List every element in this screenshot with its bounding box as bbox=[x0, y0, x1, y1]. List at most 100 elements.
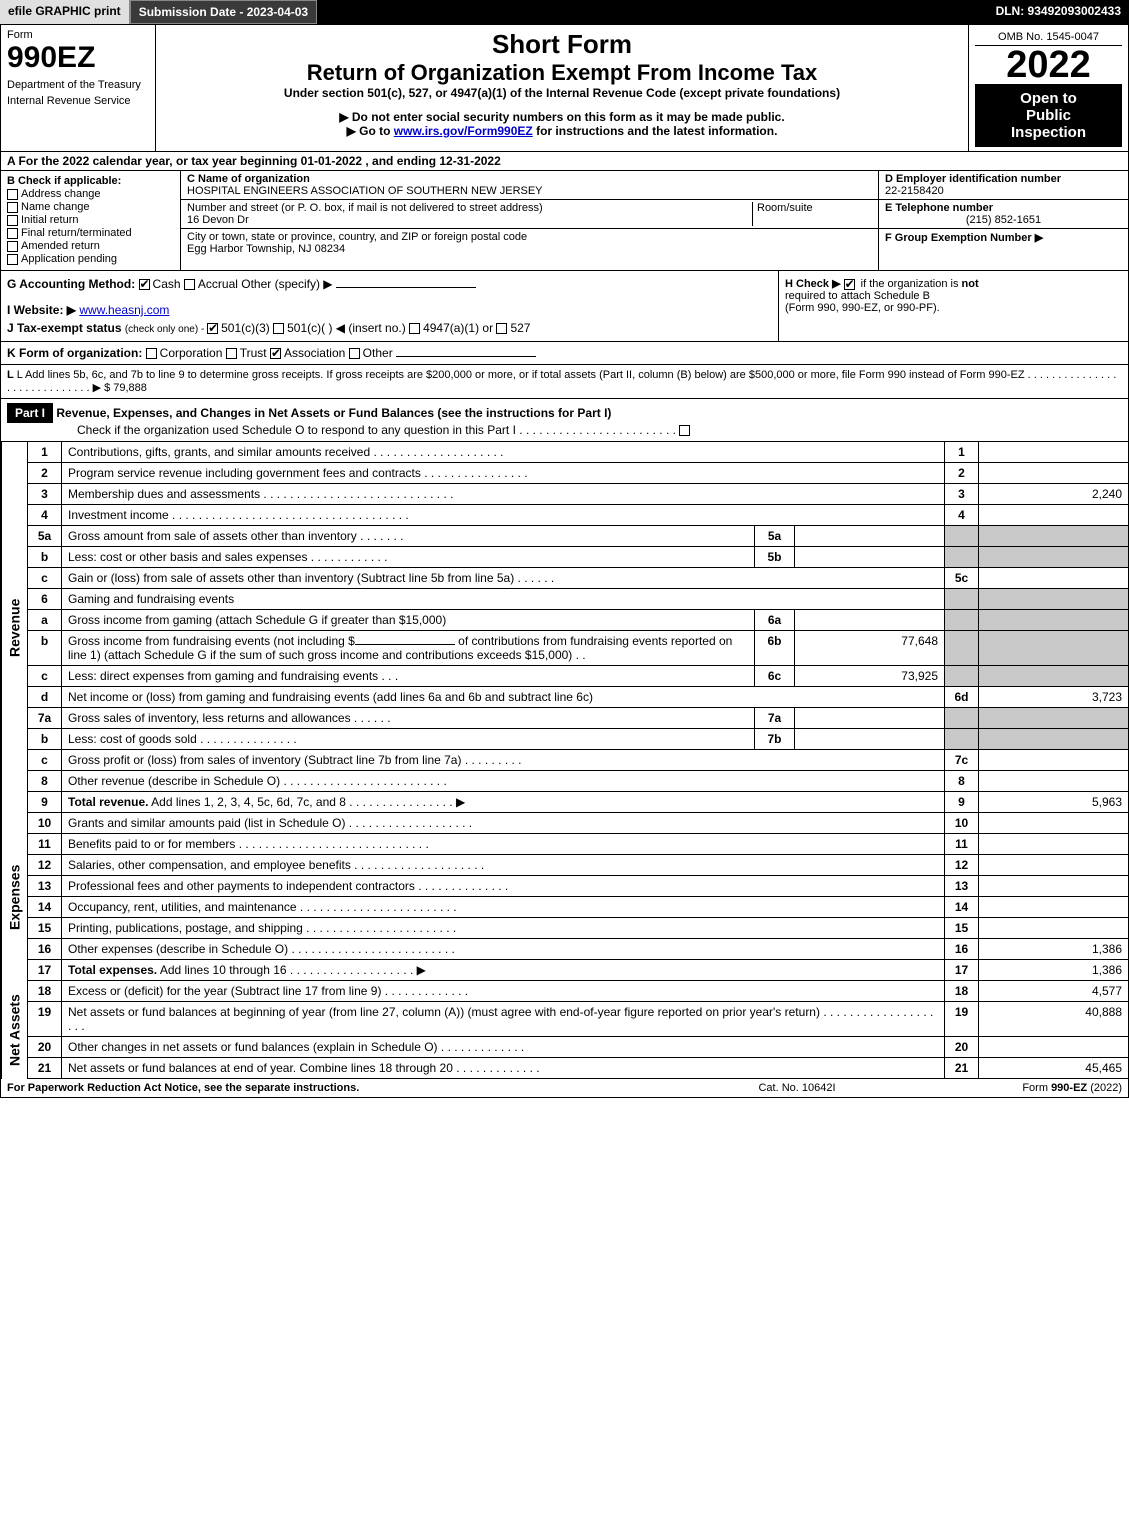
part1-title-cell: Part I Revenue, Expenses, and Changes in… bbox=[1, 399, 1128, 441]
line-16: 16Other expenses (describe in Schedule O… bbox=[28, 939, 1129, 960]
chk-cash[interactable] bbox=[139, 279, 150, 290]
chk-final-return[interactable]: Final return/terminated bbox=[7, 227, 174, 239]
line-7c: cGross profit or (loss) from sales of in… bbox=[28, 750, 1129, 771]
header-right: OMB No. 1545-0047 2022 Open to Public In… bbox=[968, 25, 1128, 151]
chk-address-change[interactable]: Address change bbox=[7, 188, 174, 200]
h-pre: H Check ▶ bbox=[785, 278, 844, 290]
footer-left: For Paperwork Reduction Act Notice, see … bbox=[7, 1082, 672, 1094]
inspect-line2: Public bbox=[981, 107, 1116, 124]
chk-name-change[interactable]: Name change bbox=[7, 201, 174, 213]
expenses-table: 10Grants and similar amounts paid (list … bbox=[27, 813, 1129, 981]
part1-label: Part I bbox=[7, 403, 53, 423]
irs-link[interactable]: www.irs.gov/Form990EZ bbox=[394, 124, 533, 138]
c-name-val: HOSPITAL ENGINEERS ASSOCIATION OF SOUTHE… bbox=[187, 185, 872, 197]
line-19: 19Net assets or fund balances at beginni… bbox=[28, 1002, 1129, 1037]
topbar-spacer bbox=[317, 0, 987, 24]
chk-amended-return[interactable]: Amended return bbox=[7, 240, 174, 252]
chk-application-pending[interactable]: Application pending bbox=[7, 253, 174, 265]
line-13: 13Professional fees and other payments t… bbox=[28, 876, 1129, 897]
g-accounting: G Accounting Method: Cash Accrual Other … bbox=[1, 271, 778, 341]
g-lbl: G Accounting Method: bbox=[7, 277, 135, 291]
chk-schedule-o-part1[interactable] bbox=[679, 425, 690, 436]
c-street-val: 16 Devon Dr bbox=[187, 214, 752, 226]
line-1: 1Contributions, gifts, grants, and simil… bbox=[28, 442, 1129, 463]
dept-irs: Internal Revenue Service bbox=[7, 95, 149, 107]
c-name-row: C Name of organization HOSPITAL ENGINEER… bbox=[181, 171, 878, 200]
inspect-line1: Open to bbox=[981, 90, 1116, 107]
chk-other-org[interactable] bbox=[349, 348, 360, 359]
line-6: 6Gaming and fundraising events bbox=[28, 589, 1129, 610]
line-7b: bLess: cost of goods sold . . . . . . . … bbox=[28, 729, 1129, 750]
line-17: 17Total expenses. Add lines 10 through 1… bbox=[28, 960, 1129, 981]
note-goto: ▶ Go to www.irs.gov/Form990EZ for instru… bbox=[162, 124, 962, 138]
note-goto-pre: ▶ Go to bbox=[347, 124, 394, 138]
i-lbl: I Website: ▶ bbox=[7, 303, 76, 317]
line-6b: bGross income from fundraising events (n… bbox=[28, 631, 1129, 666]
line-5c: cGain or (loss) from sale of assets othe… bbox=[28, 568, 1129, 589]
line-18: 18Excess or (deficit) for the year (Subt… bbox=[28, 981, 1129, 1002]
b-title: B Check if applicable: bbox=[7, 175, 174, 187]
submission-date: Submission Date - 2023-04-03 bbox=[130, 0, 317, 24]
c-street-row: Number and street (or P. O. box, if mail… bbox=[181, 200, 878, 229]
h-line3: (Form 990, 990-EZ, or 990-PF). bbox=[785, 302, 1122, 314]
part1-subtitle: Check if the organization used Schedule … bbox=[7, 423, 1122, 437]
row-j: J Tax-exempt status (check only one) - 5… bbox=[7, 321, 772, 335]
f-lbl: F Group Exemption Number ▶ bbox=[885, 231, 1122, 244]
line-11: 11Benefits paid to or for members . . . … bbox=[28, 834, 1129, 855]
return-title: Return of Organization Exempt From Incom… bbox=[162, 60, 962, 86]
line-5b: bLess: cost or other basis and sales exp… bbox=[28, 547, 1129, 568]
line-7a: 7aGross sales of inventory, less returns… bbox=[28, 708, 1129, 729]
chk-h[interactable] bbox=[844, 279, 855, 290]
j-note: (check only one) - bbox=[125, 324, 207, 335]
c-name-lbl: C Name of organization bbox=[187, 173, 872, 185]
line-6a: aGross income from gaming (attach Schedu… bbox=[28, 610, 1129, 631]
line-5a: 5aGross amount from sale of assets other… bbox=[28, 526, 1129, 547]
short-form-title: Short Form bbox=[162, 29, 962, 60]
l-amount: 79,888 bbox=[113, 382, 147, 394]
l-text: L Add lines 5b, 6c, and 7b to line 9 to … bbox=[7, 369, 1116, 394]
netassets-table: 18Excess or (deficit) for the year (Subt… bbox=[27, 981, 1129, 1079]
chk-initial-return[interactable]: Initial return bbox=[7, 214, 174, 226]
chk-accrual[interactable] bbox=[184, 279, 195, 290]
top-bar: efile GRAPHIC print Submission Date - 20… bbox=[0, 0, 1129, 24]
line-15: 15Printing, publications, postage, and s… bbox=[28, 918, 1129, 939]
part1-header-row: Part I Revenue, Expenses, and Changes in… bbox=[0, 399, 1129, 442]
line-6d: dNet income or (loss) from gaming and fu… bbox=[28, 687, 1129, 708]
c-city-val: Egg Harbor Township, NJ 08234 bbox=[187, 243, 872, 255]
chk-corp[interactable] bbox=[146, 348, 157, 359]
line-10: 10Grants and similar amounts paid (list … bbox=[28, 813, 1129, 834]
line-9: 9Total revenue. Add lines 1, 2, 3, 4, 5c… bbox=[28, 792, 1129, 813]
section-bcdef: B Check if applicable: Address change Na… bbox=[0, 171, 1129, 271]
part1-title: Revenue, Expenses, and Changes in Net As… bbox=[56, 406, 611, 420]
revenue-table: 1Contributions, gifts, grants, and simil… bbox=[27, 442, 1129, 813]
line-21: 21Net assets or fund balances at end of … bbox=[28, 1058, 1129, 1079]
row-k: K Form of organization: Corporation Trus… bbox=[0, 342, 1129, 365]
revenue-tab: Revenue bbox=[1, 442, 27, 813]
h-schedule-b: H Check ▶ if the organization is not req… bbox=[778, 271, 1128, 341]
efile-label[interactable]: efile GRAPHIC print bbox=[0, 0, 130, 24]
chk-trust[interactable] bbox=[226, 348, 237, 359]
g-other: Other (specify) ▶ bbox=[241, 277, 332, 291]
e-phone-row: E Telephone number (215) 852-1651 bbox=[879, 200, 1128, 229]
h-not: not bbox=[962, 278, 979, 290]
line-3: 3Membership dues and assessments . . . .… bbox=[28, 484, 1129, 505]
row-l: L L Add lines 5b, 6c, and 7b to line 9 t… bbox=[0, 365, 1129, 399]
line-8: 8Other revenue (describe in Schedule O) … bbox=[28, 771, 1129, 792]
chk-527[interactable] bbox=[496, 323, 507, 334]
inspect-line3: Inspection bbox=[981, 124, 1116, 141]
column-c: C Name of organization HOSPITAL ENGINEER… bbox=[181, 171, 878, 270]
chk-4947[interactable] bbox=[409, 323, 420, 334]
netassets-tab: Net Assets bbox=[1, 981, 27, 1079]
d-val: 22-2158420 bbox=[885, 185, 1122, 197]
j-pre: J Tax-exempt status bbox=[7, 321, 125, 335]
chk-assoc[interactable] bbox=[270, 348, 281, 359]
line-12: 12Salaries, other compensation, and empl… bbox=[28, 855, 1129, 876]
chk-501c3[interactable] bbox=[207, 323, 218, 334]
h-post: if the organization is bbox=[861, 278, 962, 290]
k-pre: K Form of organization: bbox=[7, 346, 142, 360]
chk-501c[interactable] bbox=[273, 323, 284, 334]
column-de: D Employer identification number 22-2158… bbox=[878, 171, 1128, 270]
tax-year: 2022 bbox=[975, 46, 1122, 84]
website-link[interactable]: www.heasnj.com bbox=[79, 303, 169, 317]
expenses-section: Expenses 10Grants and similar amounts pa… bbox=[0, 813, 1129, 981]
